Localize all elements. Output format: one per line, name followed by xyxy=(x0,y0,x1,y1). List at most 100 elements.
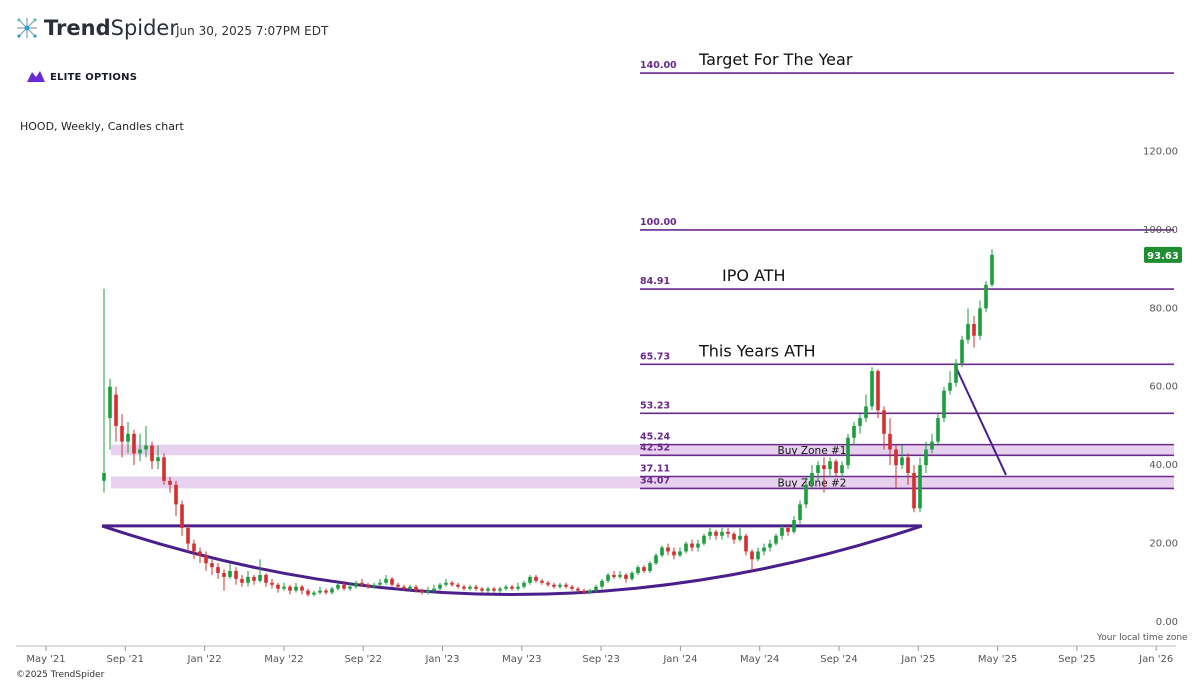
candle xyxy=(396,582,400,589)
candle xyxy=(588,588,592,595)
candle xyxy=(168,476,172,493)
candle xyxy=(510,584,514,591)
candle-body xyxy=(822,465,826,470)
candle xyxy=(558,582,562,589)
candle-body xyxy=(876,371,880,411)
candle xyxy=(414,584,418,593)
candle-body xyxy=(726,531,730,534)
candle-body xyxy=(204,555,208,564)
candle xyxy=(768,539,772,552)
candle-body xyxy=(132,433,136,454)
candle xyxy=(882,406,886,450)
candle xyxy=(942,386,946,423)
buy-zone-band-1 xyxy=(111,444,1174,456)
x-tick-label: May '23 xyxy=(502,654,541,665)
candle-body xyxy=(336,584,340,589)
candle-body xyxy=(498,588,502,591)
candle-body xyxy=(378,582,382,585)
candle-body xyxy=(348,586,352,589)
x-tick-label: Sep '25 xyxy=(1058,654,1096,665)
candle xyxy=(918,457,922,513)
candle-body xyxy=(810,473,814,485)
candle xyxy=(330,586,334,595)
candle xyxy=(114,386,118,442)
candle-body xyxy=(552,584,556,587)
candle xyxy=(648,561,652,573)
candle xyxy=(132,429,136,466)
y-tick-label: 60.00 xyxy=(1149,382,1178,393)
candle-body xyxy=(654,555,658,564)
candle xyxy=(666,543,670,556)
candle xyxy=(534,574,538,583)
candle-body xyxy=(186,527,190,544)
candle-body xyxy=(594,586,598,591)
candle xyxy=(678,547,682,558)
candle-body xyxy=(690,543,694,548)
candle xyxy=(276,582,280,593)
candle-body xyxy=(384,578,388,583)
x-tick-label: May '25 xyxy=(978,654,1017,665)
candle xyxy=(642,565,646,573)
candle-body xyxy=(684,543,688,552)
candle-body xyxy=(570,586,574,589)
candle-body xyxy=(804,484,808,505)
candle xyxy=(216,563,220,579)
candle-body xyxy=(564,584,568,587)
candle xyxy=(714,529,718,540)
candle xyxy=(834,459,838,477)
candle-body xyxy=(588,590,592,593)
candle-body xyxy=(420,590,424,593)
candle xyxy=(540,578,544,585)
candle xyxy=(192,539,196,560)
y-tick-label: 120.00 xyxy=(1143,146,1178,157)
level-label-53-23: 53.23 xyxy=(640,400,670,411)
candle xyxy=(246,571,250,587)
candle-body xyxy=(558,584,562,587)
candle-body xyxy=(144,445,148,450)
candle xyxy=(900,445,904,470)
candle xyxy=(780,523,784,540)
candle-body xyxy=(708,531,712,536)
candle xyxy=(342,580,346,591)
candle xyxy=(210,559,214,575)
candle xyxy=(720,527,724,540)
candle-body xyxy=(138,449,142,454)
candle xyxy=(960,335,964,368)
annotation-ipo-ath: IPO ATH xyxy=(722,266,786,285)
candle xyxy=(792,516,796,534)
candle xyxy=(438,582,442,591)
candle xyxy=(624,572,628,583)
candle xyxy=(480,586,484,593)
candle-body xyxy=(780,527,784,536)
trendspider-logo[interactable]: TrendSpider xyxy=(16,16,178,40)
candle xyxy=(102,288,106,493)
candle xyxy=(612,571,616,579)
candle xyxy=(816,461,820,481)
candle xyxy=(978,300,982,340)
candle xyxy=(726,527,730,538)
x-tick-label: May '21 xyxy=(26,654,65,665)
candle-body xyxy=(342,584,346,589)
candle-body xyxy=(360,582,364,585)
candle-body xyxy=(672,551,676,556)
candle xyxy=(432,584,436,593)
candle-body xyxy=(930,441,934,450)
candle-body xyxy=(126,433,130,442)
candle xyxy=(456,582,460,589)
candle-body xyxy=(174,484,178,505)
candle-body xyxy=(636,567,640,573)
level-label-84-91: 84.91 xyxy=(640,276,670,287)
last-price-badge xyxy=(1144,246,1182,263)
candle-body xyxy=(282,586,286,589)
candle-body xyxy=(828,461,832,470)
candle xyxy=(264,572,268,587)
candle xyxy=(864,394,868,423)
candle xyxy=(924,441,928,474)
candle-body xyxy=(234,571,238,579)
candle-body xyxy=(480,588,484,591)
candle-body xyxy=(354,582,358,587)
candle-body xyxy=(756,551,760,560)
candle-body xyxy=(762,547,766,552)
candle xyxy=(450,580,454,587)
